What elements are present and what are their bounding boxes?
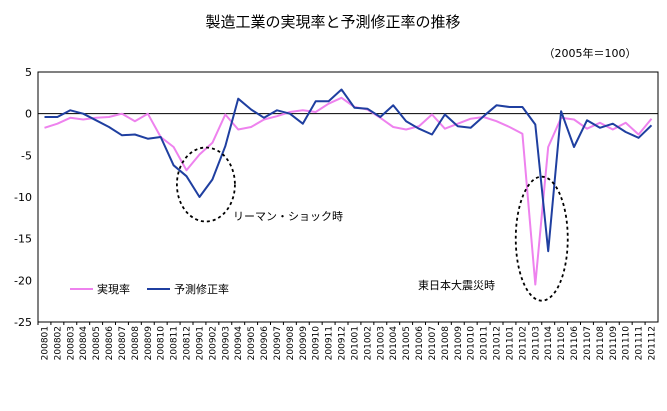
annotation-ellipse-lehman <box>176 146 236 223</box>
plot-area <box>37 71 659 323</box>
x-tick-label: 201004 <box>389 326 399 361</box>
x-tick-label: 201001 <box>350 326 360 360</box>
x-tick-label: 200811 <box>170 326 180 360</box>
x-tick-label: 201111 <box>635 326 645 360</box>
x-tick-label: 200806 <box>105 326 115 361</box>
y-tick-label: -20 <box>14 274 32 287</box>
annotation-lehman: リーマン・ショック時 <box>233 210 343 223</box>
x-tick-label: 200907 <box>273 326 283 360</box>
x-tick-label: 200904 <box>234 326 244 361</box>
x-tick-label: 201012 <box>493 326 503 360</box>
x-tick-label: 201104 <box>544 326 554 361</box>
x-tick-label: 201011 <box>480 326 490 360</box>
x-tick-label: 201008 <box>441 326 451 361</box>
series-line-0 <box>44 96 653 286</box>
x-tick-label: 201107 <box>583 326 593 360</box>
x-tick-label: 200909 <box>299 326 309 361</box>
x-tick-label: 200809 <box>144 326 154 361</box>
series-line-1 <box>44 88 653 253</box>
x-tick-label: 200810 <box>157 326 167 361</box>
x-tick-label: 200803 <box>66 326 76 360</box>
x-tick-label: 201112 <box>648 326 658 360</box>
x-tick-label: 201003 <box>376 326 386 360</box>
y-tick-label: -25 <box>14 316 32 329</box>
x-tick-label: 200807 <box>118 326 128 360</box>
x-tick-label: 200801 <box>40 326 50 360</box>
x-tick-label: 201103 <box>531 326 541 360</box>
x-tick-label: 201007 <box>428 326 438 360</box>
x-tick-label: 200805 <box>92 326 102 360</box>
y-tick-label: 0 <box>25 108 32 121</box>
x-tick-label: 201106 <box>570 326 580 361</box>
legend: 実現率 予測修正率 <box>70 282 229 296</box>
chart-title: 製造工業の実現率と予測修正率の推移 <box>205 13 460 31</box>
x-tick-label: 200812 <box>183 326 193 360</box>
y-tick-label: -5 <box>21 149 32 162</box>
legend-label-jitsugen: 実現率 <box>97 282 130 296</box>
legend-label-yosoku: 予測修正率 <box>174 282 229 296</box>
chart-subtitle: （2005年＝100） <box>544 46 637 60</box>
x-tick-label: 201009 <box>454 326 464 361</box>
y-tick-label: -15 <box>14 233 32 246</box>
y-axis: 5 0 -5 -10 -15 -20 -25 <box>14 66 32 329</box>
series-layer <box>44 88 653 286</box>
x-tick-label: 200902 <box>208 326 218 360</box>
x-tick-label: 200903 <box>221 326 231 360</box>
x-tick-label: 201002 <box>363 326 373 360</box>
x-tick-label: 201010 <box>467 326 477 361</box>
x-tick-label: 201109 <box>609 326 619 361</box>
x-tick-label: 201006 <box>415 326 425 361</box>
x-axis: 200801 200802 200803 200804 200805 200806 2008… <box>37 322 658 361</box>
x-tick-label: 201108 <box>596 326 606 361</box>
x-tick-label: 200804 <box>79 326 89 361</box>
y-tick-label: -10 <box>14 191 32 204</box>
x-tick-label: 201105 <box>557 326 567 360</box>
x-tick-label: 200905 <box>247 326 257 360</box>
x-tick-label: 201110 <box>622 326 632 361</box>
x-tick-label: 200901 <box>195 326 205 360</box>
x-tick-label: 200908 <box>286 326 296 361</box>
x-tick-label: 201005 <box>402 326 412 360</box>
x-tick-label: 200912 <box>338 326 348 360</box>
x-tick-label: 201101 <box>505 326 515 360</box>
y-tick-label: 5 <box>25 66 32 79</box>
x-tick-label: 200910 <box>312 326 322 361</box>
x-tick-label: 200906 <box>260 326 270 361</box>
x-tick-label: 201102 <box>518 326 528 360</box>
annotation-earthquake: 東日本大震災時 <box>418 278 495 292</box>
x-tick-label: 200808 <box>131 326 141 361</box>
x-tick-label: 200802 <box>53 326 63 360</box>
x-tick-label: 200911 <box>325 326 335 360</box>
